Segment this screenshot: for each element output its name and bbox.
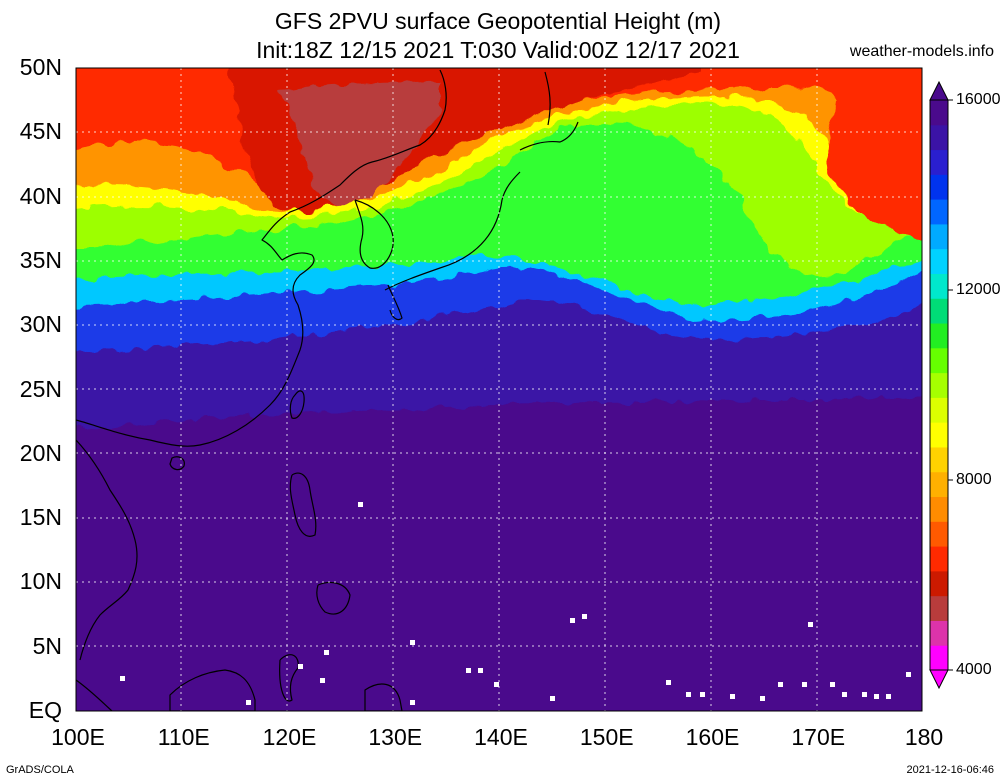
software-credit: GrADS/COLA xyxy=(6,764,74,776)
colorbar-segment xyxy=(930,298,948,324)
colorbar-bottom-arrow xyxy=(929,669,949,690)
colorbar-label: 4000 xyxy=(956,661,992,678)
colorbar-segment xyxy=(930,496,948,522)
lat-label: 25N xyxy=(19,375,62,402)
coast-asia-mainland xyxy=(76,69,447,447)
colorbar-segment xyxy=(930,595,948,621)
lon-label: 100E xyxy=(51,724,105,750)
colorbar-segment xyxy=(930,397,948,423)
coast-korea xyxy=(354,199,394,269)
lon-label: 120E xyxy=(262,724,317,750)
colorbar-segment xyxy=(930,248,948,274)
colorbar xyxy=(929,80,953,690)
colorbar-segment xyxy=(930,471,948,498)
coast-indochina xyxy=(76,439,138,661)
colorbar-segment xyxy=(930,372,948,398)
missing-data-specks xyxy=(120,502,911,705)
colorbar-segment xyxy=(930,323,948,349)
lat-label: 40N xyxy=(19,182,62,209)
lat-label: 35N xyxy=(19,246,62,273)
colorbar-segment xyxy=(930,223,948,250)
lat-label: 50N xyxy=(19,54,62,80)
colorbar-segment xyxy=(930,100,948,126)
colorbar-top-arrow xyxy=(929,80,949,101)
lat-label: EQ xyxy=(28,697,62,723)
colorbar-segment xyxy=(930,521,948,547)
lat-label: 10N xyxy=(19,568,62,595)
colorbar-label: 16000 xyxy=(956,91,1000,108)
field-band-north-east-red xyxy=(827,68,922,239)
lat-label: 15N xyxy=(19,504,62,531)
map-frame xyxy=(75,67,923,712)
colorbar-segment xyxy=(930,645,948,671)
lat-label: 20N xyxy=(19,439,62,466)
coast-sulawesi xyxy=(279,654,299,702)
lon-label: 130E xyxy=(368,724,423,750)
coast-mindanao xyxy=(316,581,351,615)
colorbar-label: 8000 xyxy=(956,471,992,488)
colorbar-segment xyxy=(930,422,948,448)
lat-label: 5N xyxy=(32,632,62,659)
coast-borneo xyxy=(169,669,256,711)
coast-japan-hokkaido xyxy=(519,121,579,151)
lat-label: 30N xyxy=(19,311,62,338)
colorbar-segment xyxy=(930,124,948,151)
field-band-brown xyxy=(280,80,440,206)
colorbar-segment xyxy=(930,273,948,299)
colorbar-segment xyxy=(930,570,948,597)
lon-label: 180 xyxy=(904,724,944,750)
coast-hainan xyxy=(169,456,185,471)
lon-label: 170E xyxy=(791,724,846,750)
lon-label: 150E xyxy=(579,724,634,750)
lon-label: 140E xyxy=(474,724,528,750)
colorbar-segment xyxy=(930,446,948,473)
coast-japan-honshu xyxy=(384,171,521,291)
colorbar-segment xyxy=(930,149,948,175)
colorbar-label: 12000 xyxy=(956,281,1000,298)
coast-luzon xyxy=(289,472,317,537)
colorbar-segment xyxy=(930,347,948,374)
coast-sumatra xyxy=(76,679,113,711)
watermark: weather-models.info xyxy=(849,43,994,60)
generation-timestamp: 2021-12-16-06:46 xyxy=(906,764,994,776)
colorbar-frame xyxy=(929,99,949,671)
colorbar-segment xyxy=(930,620,948,646)
map-title: GFS 2PVU surface Geopotential Height (m) xyxy=(274,8,722,34)
colorbar-segment xyxy=(930,546,948,572)
lon-label: 160E xyxy=(685,724,740,750)
coast-sakhalin xyxy=(544,71,551,126)
height-field xyxy=(76,68,922,711)
colorbar-segment xyxy=(930,174,948,200)
lon-label: 110E xyxy=(157,724,210,750)
coast-taiwan xyxy=(289,390,305,419)
lat-label: 45N xyxy=(19,118,62,145)
map-subtitle: Init:18Z 12/15 2021 T:030 Valid:00Z 12/1… xyxy=(256,37,740,63)
gridlines xyxy=(76,68,922,711)
colorbar-segment xyxy=(930,199,948,225)
